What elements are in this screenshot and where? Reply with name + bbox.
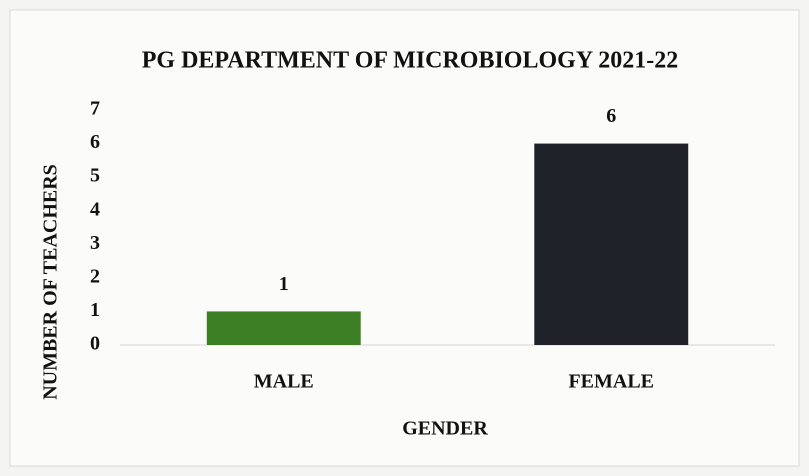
y-tick-label: 4: [90, 198, 100, 220]
x-tick-label: FEMALE: [568, 371, 654, 393]
y-tick-label: 6: [90, 131, 100, 153]
chart-title: PG DEPARTMENT OF MICROBIOLOGY 2021-22: [142, 48, 679, 74]
y-axis-title: NUMBER OF TEACHERS: [40, 164, 62, 400]
y-tick-label: 3: [90, 232, 100, 254]
y-tick-label: 5: [90, 165, 100, 187]
y-tick-label: 1: [90, 299, 100, 321]
y-tick-label: 2: [90, 265, 100, 287]
data-label: 1: [279, 273, 289, 295]
y-tick-label: 7: [90, 98, 100, 120]
x-axis-title: GENDER: [402, 418, 488, 440]
data-label: 6: [606, 105, 616, 127]
bar: [206, 311, 361, 345]
y-tick-label: 0: [90, 333, 100, 355]
x-tick-label: MALE: [254, 371, 314, 393]
bar: [534, 143, 689, 345]
